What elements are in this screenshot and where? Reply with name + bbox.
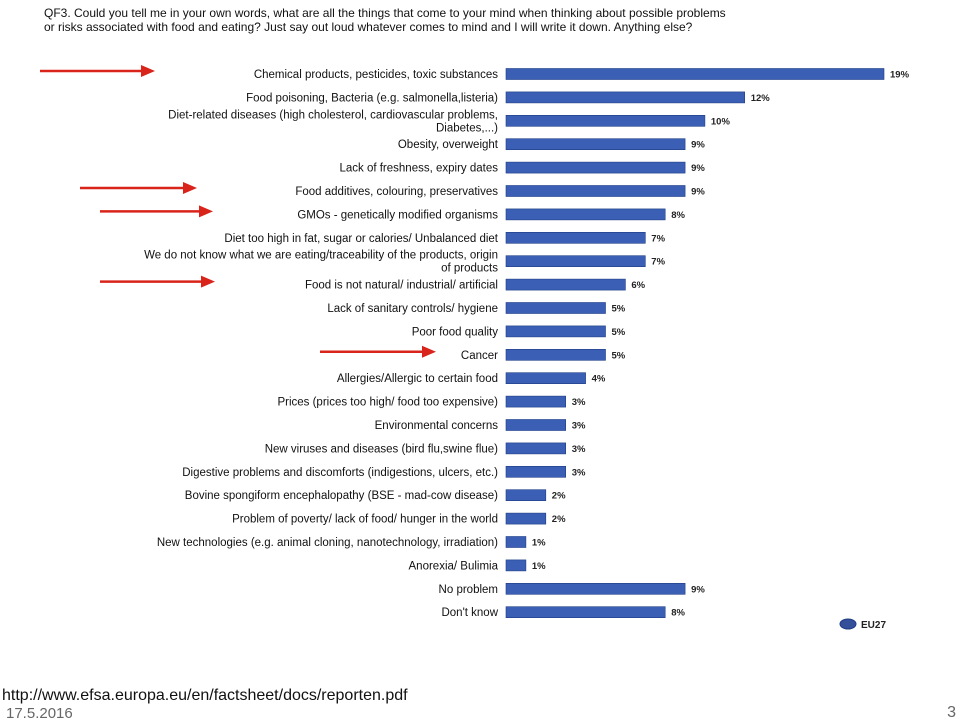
value-label: 3% (572, 444, 586, 455)
category-label: No problem (439, 584, 498, 596)
category-label: Diet too high in fat, sugar or calories/… (224, 233, 498, 245)
category-label: Food poisoning, Bacteria (e.g. salmonell… (246, 92, 498, 104)
bars: 19% Chemical products, pesticides, toxic … (144, 68, 910, 619)
value-label: 8% (671, 608, 685, 619)
bar (505, 232, 646, 244)
bar (505, 302, 606, 314)
arrow-head (141, 65, 155, 77)
bar (505, 161, 686, 174)
arrow-head (199, 205, 213, 218)
value-label: 8% (671, 210, 685, 221)
arrow-head (201, 275, 215, 288)
arrow-head (183, 182, 197, 194)
footer-date: 17.5.2016 (6, 705, 73, 722)
bar (505, 582, 686, 595)
bar (505, 138, 686, 150)
category-label: Diet-related diseases (high cholesterol,… (168, 109, 498, 121)
value-label: 7% (651, 257, 665, 268)
bar (505, 91, 745, 104)
value-label: 2% (552, 514, 566, 525)
title-line: QF3. Could you tell me in your own words… (44, 6, 726, 20)
value-label: 9% (691, 187, 705, 198)
page-number: 3 (947, 704, 956, 721)
category-label: Poor food quality (412, 326, 499, 338)
category-label: Environmental concerns (375, 420, 499, 432)
value-label: 12% (751, 93, 771, 104)
bar (505, 489, 547, 502)
value-label: 1% (532, 561, 546, 572)
bar (505, 68, 885, 80)
bar (505, 465, 567, 478)
category-label: New technologies (e.g. animal cloning, n… (157, 537, 498, 549)
title-line: or risks associated with food and eating… (44, 20, 693, 34)
legend-label: EU27 (861, 620, 886, 631)
value-label: 5% (612, 350, 626, 361)
arrow-head (422, 345, 436, 358)
category-label: We do not know what we are eating/tracea… (144, 250, 498, 262)
value-label: 7% (651, 233, 665, 244)
bar (505, 208, 666, 221)
source-url[interactable]: http://www.efsa.europa.eu/en/factsheet/d… (2, 687, 408, 704)
category-label: of products (441, 263, 498, 275)
value-label: 9% (691, 584, 705, 595)
value-label: 9% (691, 140, 705, 151)
value-label: 3% (572, 467, 586, 478)
bar (505, 442, 567, 455)
category-label: Chemical products, pesticides, toxic sub… (254, 69, 498, 81)
value-label: 2% (552, 491, 566, 502)
bar (505, 372, 586, 385)
bar (505, 395, 567, 408)
bar (505, 278, 626, 291)
value-label: 1% (532, 538, 546, 549)
bar (505, 559, 527, 572)
value-label: 3% (572, 397, 586, 408)
category-label: New viruses and diseases (bird flu,swine… (265, 443, 498, 455)
category-label: Allergies/Allergic to certain food (337, 373, 498, 385)
value-label: 3% (572, 421, 586, 432)
category-label: Digestive problems and discomforts (indi… (182, 467, 498, 479)
highlight-arrows (40, 65, 436, 358)
category-label: Lack of sanitary controls/ hygiene (327, 303, 498, 315)
category-label: Problem of poverty/ lack of food/ hunger… (232, 514, 498, 526)
value-label: 6% (631, 280, 645, 291)
value-label: 19% (890, 70, 910, 81)
value-label: 10% (711, 116, 731, 127)
category-label: Don't know (441, 607, 498, 619)
category-label: Food additives, colouring, preservatives (295, 186, 498, 198)
question-title: QF3. Could you tell me in your own words… (44, 6, 726, 34)
value-label: 5% (612, 327, 626, 338)
bar (505, 536, 527, 548)
category-label: GMOs - genetically modified organisms (297, 209, 498, 221)
bar (505, 606, 666, 619)
value-label: 9% (691, 163, 705, 174)
bar (505, 419, 567, 431)
legend: EU27 (839, 618, 886, 631)
category-label: Cancer (461, 350, 498, 362)
category-label: Lack of freshness, expiry dates (339, 163, 498, 175)
value-label: 4% (592, 374, 606, 385)
category-label: Food is not natural/ industrial/ artific… (305, 280, 498, 292)
bar (505, 512, 547, 525)
category-label: Prices (prices too high/ food too expens… (277, 397, 498, 409)
category-label: Bovine spongiform encephalopathy (BSE - … (185, 490, 498, 502)
legend-marker (839, 618, 857, 630)
bar (505, 185, 686, 197)
value-label: 5% (612, 304, 626, 315)
bar (505, 115, 706, 127)
category-label: Diabetes,...) (436, 122, 498, 134)
bar (505, 255, 646, 267)
bar (505, 325, 606, 338)
category-label: Anorexia/ Bulimia (409, 560, 499, 572)
category-label: Obesity, overweight (398, 139, 499, 151)
bar (505, 348, 606, 361)
